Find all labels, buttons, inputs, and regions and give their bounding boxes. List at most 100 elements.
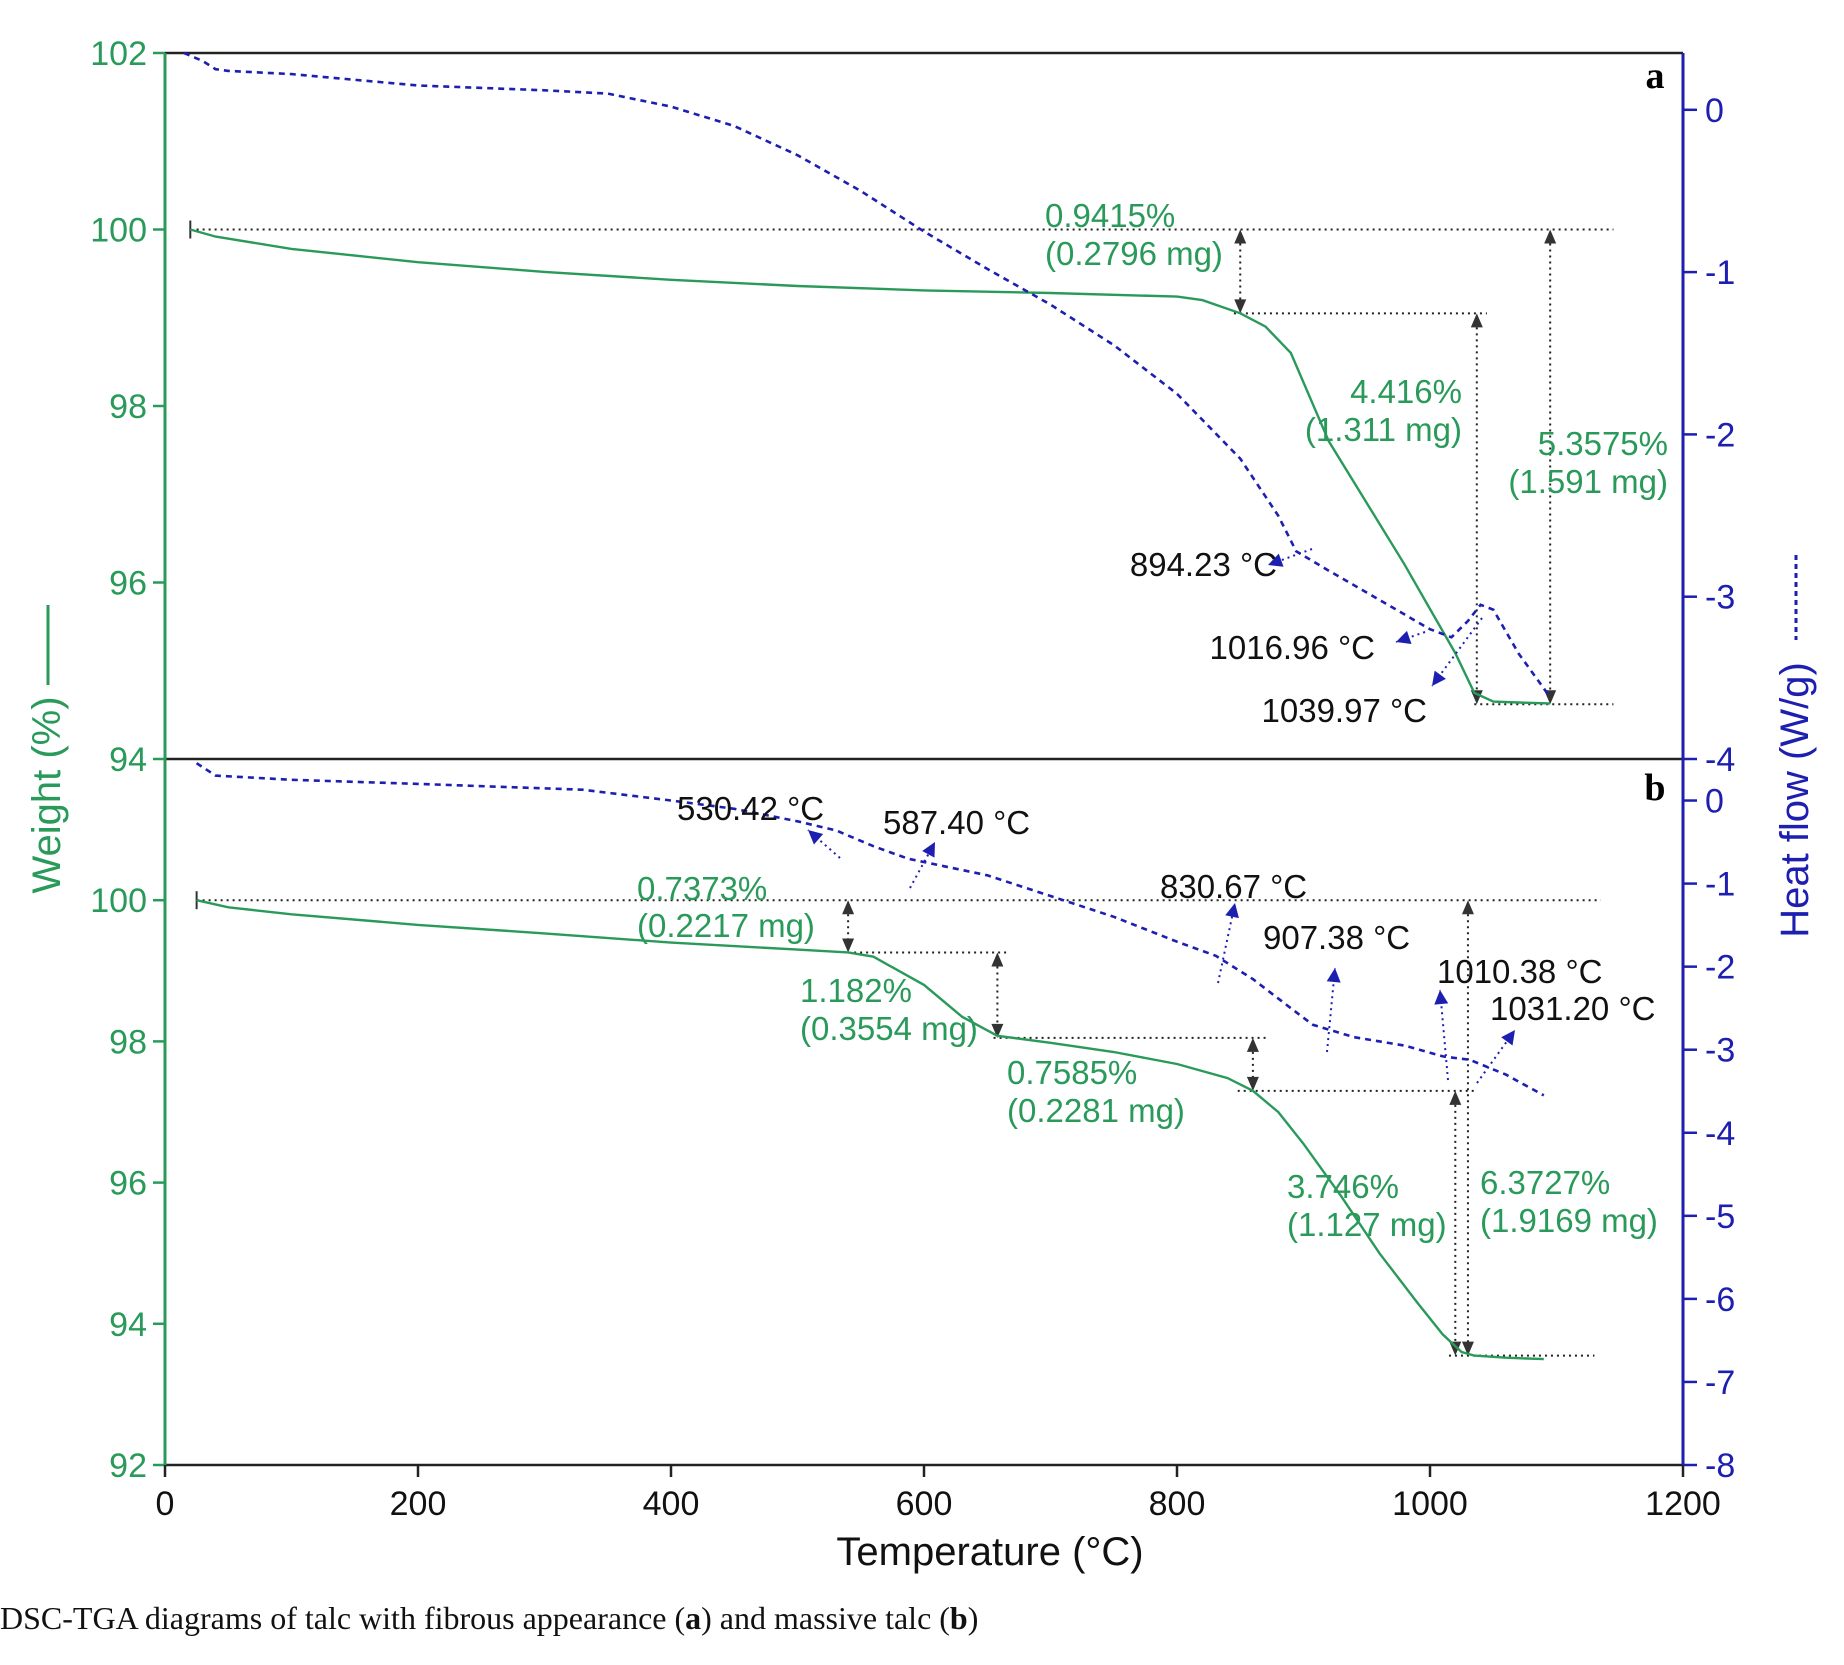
arrow-b-4-head-up (1449, 1090, 1462, 1105)
peak-temperature-label: 894.23 °C (1130, 546, 1277, 583)
pointer-head (808, 830, 824, 845)
y-left-tick-label: 100 (90, 212, 147, 250)
plot-frame (163, 51, 1685, 1467)
mass-loss-label: (0.3554 mg) (800, 1010, 978, 1047)
pointer-line (1431, 617, 1483, 687)
mass-loss-label: (1.127 mg) (1287, 1206, 1447, 1243)
x-tick-label: 0 (156, 1485, 175, 1523)
arrow-a-2-head-down (1470, 690, 1483, 705)
mass-loss-label: 0.7585% (1007, 1054, 1137, 1091)
y-left-tick-label: 96 (109, 565, 147, 603)
arrow-a-3-head-up (1544, 229, 1557, 244)
annotations: 0.9415%(0.2796 mg) 4.416%(1.311 mg) 5.3575… (637, 197, 1668, 1243)
y-right-tick-label: -7 (1705, 1364, 1735, 1402)
arrow-a-1-head-up (1234, 229, 1247, 244)
y-left-tick-label: 94 (109, 1306, 147, 1344)
x-axis-label: Temperature (°C) (836, 1530, 1143, 1574)
x-tick-label: 1200 (1645, 1485, 1721, 1523)
y-right-tick-label: -3 (1705, 579, 1735, 617)
y-right-tick-label: 0 (1705, 92, 1724, 130)
figure-caption: DSC-TGA diagrams of talc with fibrous ap… (0, 1600, 978, 1637)
y-right-tick-label: -4 (1705, 741, 1735, 779)
y-right-tick-label: -6 (1705, 1281, 1735, 1319)
y-right-tick-label: -5 (1705, 1198, 1735, 1236)
arrow-b-1-head-up (842, 900, 855, 915)
y-right-tick-label: 0 (1705, 783, 1724, 821)
y-left-tick-label: 98 (109, 388, 147, 426)
peak-temperature-label: 587.40 °C (883, 804, 1030, 841)
peak-temperature-label: 1031.20 °C (1490, 990, 1655, 1027)
x-tick-label: 400 (643, 1485, 700, 1523)
mass-loss-label: 5.3575% (1538, 425, 1668, 462)
y-right-tick-label: -1 (1705, 254, 1735, 292)
mass-loss-label: (1.9169 mg) (1480, 1202, 1658, 1239)
pointer-head (1326, 968, 1341, 983)
pointer-head (1396, 630, 1412, 645)
heatflow-curve-b (195, 762, 1545, 1097)
x-tick-label: 600 (896, 1485, 953, 1523)
mass-loss-label: (0.2217 mg) (637, 907, 815, 944)
panel-label-b: b (1644, 767, 1665, 809)
arrow-b-3-head-up (1246, 1037, 1259, 1052)
mass-loss-label: 4.416% (1350, 373, 1462, 410)
y-left-tick-label: 92 (109, 1447, 147, 1485)
pointer-line (1217, 902, 1236, 984)
y-right-tick-label: -4 (1705, 1115, 1735, 1153)
pointer-head (1225, 903, 1239, 919)
mass-loss-label: 6.3727% (1480, 1164, 1610, 1201)
pointer-head (1434, 990, 1449, 1005)
mass-loss-label: (1.591 mg) (1508, 463, 1668, 500)
pointer-line (1326, 967, 1336, 1053)
axis-ticks: 949698100102-4-3-2-1092949698100-8-7-6-5… (90, 35, 1735, 1523)
data-series (183, 51, 1552, 1361)
y-right-tick-label: -2 (1705, 949, 1735, 987)
y-left-axis-label: Weight (%) (25, 696, 69, 893)
dsc-tga-figure: 949698100102-4-3-2-1092949698100-8-7-6-5… (25, 35, 1817, 1574)
y-left-axis-title: Weight (%) (25, 696, 69, 893)
caption-suffix: ) (967, 1600, 979, 1636)
pointer-head (1432, 670, 1446, 686)
peak-temperature-label: 530.42 °C (677, 790, 824, 827)
peak-temperature-label: 907.38 °C (1263, 919, 1410, 956)
mass-loss-label: 1.182% (800, 972, 912, 1009)
caption-b: b (949, 1600, 968, 1636)
caption-prefix: DSC-TGA diagrams of talc with fibrous ap… (0, 1600, 686, 1636)
panel-label-a: a (1646, 55, 1665, 97)
weight-curve-b (196, 899, 1544, 1361)
arrow-b-4-head-down (1449, 1341, 1462, 1356)
y-left-tick-label: 102 (90, 35, 147, 73)
heatflow-curve-a (183, 51, 1552, 699)
peak-temperature-label: 830.67 °C (1160, 868, 1307, 905)
pointer-head (1501, 1030, 1515, 1046)
arrow-b-5-head-up (1461, 900, 1474, 915)
pointer-head (1268, 553, 1284, 567)
pointer-line (1267, 548, 1313, 566)
mass-loss-label: 0.7373% (637, 870, 767, 907)
arrow-a-1-head-down (1234, 299, 1247, 314)
y-left-tick-label: 96 (109, 1165, 147, 1203)
mass-loss-label: (1.311 mg) (1305, 411, 1462, 448)
y-left-tick-label: 100 (90, 882, 147, 920)
arrow-b-2-head-up (991, 952, 1004, 967)
y-right-axis-title: Heat flow (W/g) (1773, 662, 1817, 938)
mass-loss-label: 3.746% (1287, 1168, 1399, 1205)
peak-temperature-label: 1010.38 °C (1437, 953, 1602, 990)
pointer-head (922, 842, 935, 858)
caption-middle: ) and massive talc ( (701, 1600, 950, 1636)
arrow-b-1-head-down (842, 938, 855, 953)
y-right-tick-label: -2 (1705, 416, 1735, 454)
guide-lines (189, 220, 1614, 1357)
x-tick-label: 800 (1149, 1485, 1206, 1523)
peak-temperature-label: 1016.96 °C (1210, 629, 1375, 666)
y-right-axis-label: Heat flow (W/g) (1773, 662, 1817, 938)
pointer-line (807, 829, 841, 859)
x-tick-label: 1000 (1392, 1485, 1468, 1523)
mass-loss-label: (0.2281 mg) (1007, 1092, 1185, 1129)
mass-loss-label: 0.9415% (1045, 197, 1175, 234)
y-left-tick-label: 94 (109, 741, 147, 779)
arrow-b-3-head-down (1246, 1076, 1259, 1091)
y-right-tick-label: -3 (1705, 1032, 1735, 1070)
arrow-b-5-head-down (1461, 1341, 1474, 1356)
mass-loss-label: (0.2796 mg) (1045, 235, 1223, 272)
peak-temperature-label: 1039.97 °C (1262, 692, 1427, 729)
